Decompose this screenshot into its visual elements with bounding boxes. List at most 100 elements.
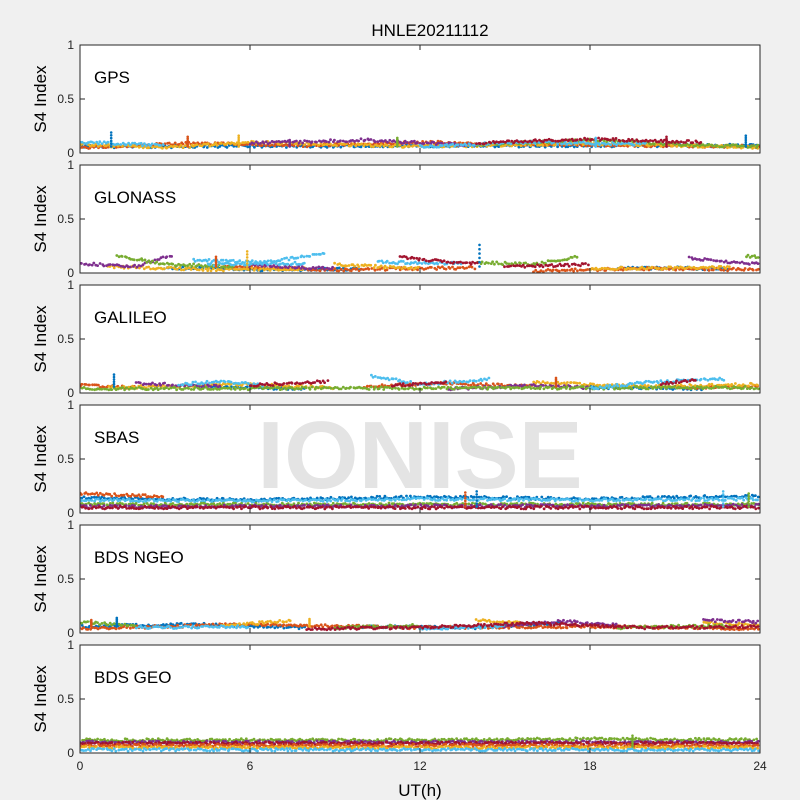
data-point	[717, 383, 721, 387]
data-point	[112, 385, 116, 388]
data-point	[374, 385, 377, 389]
data-point	[335, 144, 338, 148]
data-point	[630, 382, 634, 386]
data-point	[673, 266, 677, 269]
data-point	[582, 269, 585, 272]
data-point	[387, 501, 391, 505]
data-point	[322, 252, 326, 256]
data-point	[566, 497, 569, 501]
data-point	[529, 144, 533, 148]
data-point	[337, 387, 341, 391]
data-point	[573, 254, 577, 258]
data-point	[388, 386, 392, 390]
data-point	[744, 262, 748, 265]
data-point	[509, 142, 513, 146]
data-point	[159, 498, 163, 502]
data-point	[186, 145, 189, 148]
data-point	[530, 140, 534, 144]
data-point	[237, 143, 240, 146]
data-point	[353, 502, 356, 506]
data-point	[620, 495, 624, 499]
data-point	[167, 262, 171, 266]
data-point	[612, 384, 616, 388]
data-point	[190, 264, 194, 268]
data-point	[241, 143, 244, 147]
data-point	[685, 380, 689, 384]
data-point	[743, 267, 747, 270]
data-point	[440, 144, 444, 148]
data-point	[153, 387, 157, 391]
data-point	[380, 385, 383, 389]
data-point	[127, 387, 131, 391]
data-point	[738, 267, 741, 271]
data-point	[665, 135, 668, 139]
data-point	[688, 143, 691, 147]
data-point	[556, 384, 560, 388]
data-point	[138, 381, 142, 385]
data-point	[175, 145, 179, 148]
data-point	[402, 141, 406, 145]
data-point	[342, 269, 346, 273]
data-point	[456, 143, 460, 147]
data-point	[295, 139, 298, 143]
data-point	[701, 259, 705, 262]
data-point	[424, 259, 428, 263]
data-point	[541, 265, 545, 269]
data-point	[388, 138, 392, 142]
data-point	[214, 261, 218, 264]
data-point	[272, 140, 276, 144]
data-point	[501, 263, 505, 266]
data-point	[559, 498, 563, 501]
data-point	[735, 260, 739, 264]
data-point	[581, 262, 585, 266]
data-point	[636, 140, 640, 143]
data-point	[756, 383, 759, 387]
data-point	[156, 388, 160, 391]
data-point	[124, 143, 128, 147]
data-point	[240, 262, 243, 266]
data-point	[443, 262, 447, 266]
data-point	[377, 497, 381, 501]
data-point	[374, 498, 378, 502]
data-point	[703, 144, 707, 148]
data-point	[646, 384, 650, 387]
data-point	[141, 387, 145, 391]
data-point	[269, 384, 272, 387]
data-point	[147, 265, 151, 269]
data-point	[263, 383, 267, 387]
data-point	[388, 261, 391, 265]
data-point	[245, 259, 249, 262]
data-point	[590, 138, 594, 141]
data-point	[300, 265, 304, 269]
data-point	[133, 263, 137, 267]
data-point	[266, 259, 270, 263]
data-points	[80, 490, 760, 511]
data-point	[754, 387, 758, 390]
data-point	[403, 384, 407, 388]
data-point	[403, 266, 407, 269]
data-point	[88, 263, 91, 266]
data-point	[671, 499, 674, 503]
data-point	[454, 380, 458, 384]
data-point	[318, 269, 322, 273]
data-point	[698, 499, 701, 502]
data-point	[444, 267, 448, 271]
data-point	[285, 387, 288, 391]
data-point	[315, 253, 318, 256]
data-point	[268, 141, 272, 145]
data-point	[655, 386, 658, 390]
data-point	[539, 385, 543, 389]
data-point	[135, 258, 139, 262]
data-point	[483, 385, 487, 389]
data-point	[194, 380, 197, 384]
data-point	[303, 139, 306, 143]
data-point	[135, 265, 139, 269]
data-point	[389, 498, 393, 502]
data-point	[210, 502, 213, 506]
data-point	[112, 378, 116, 381]
data-point	[547, 385, 551, 389]
data-point	[513, 497, 517, 500]
data-point	[274, 142, 278, 146]
data-point	[313, 253, 316, 256]
data-point	[208, 144, 212, 148]
